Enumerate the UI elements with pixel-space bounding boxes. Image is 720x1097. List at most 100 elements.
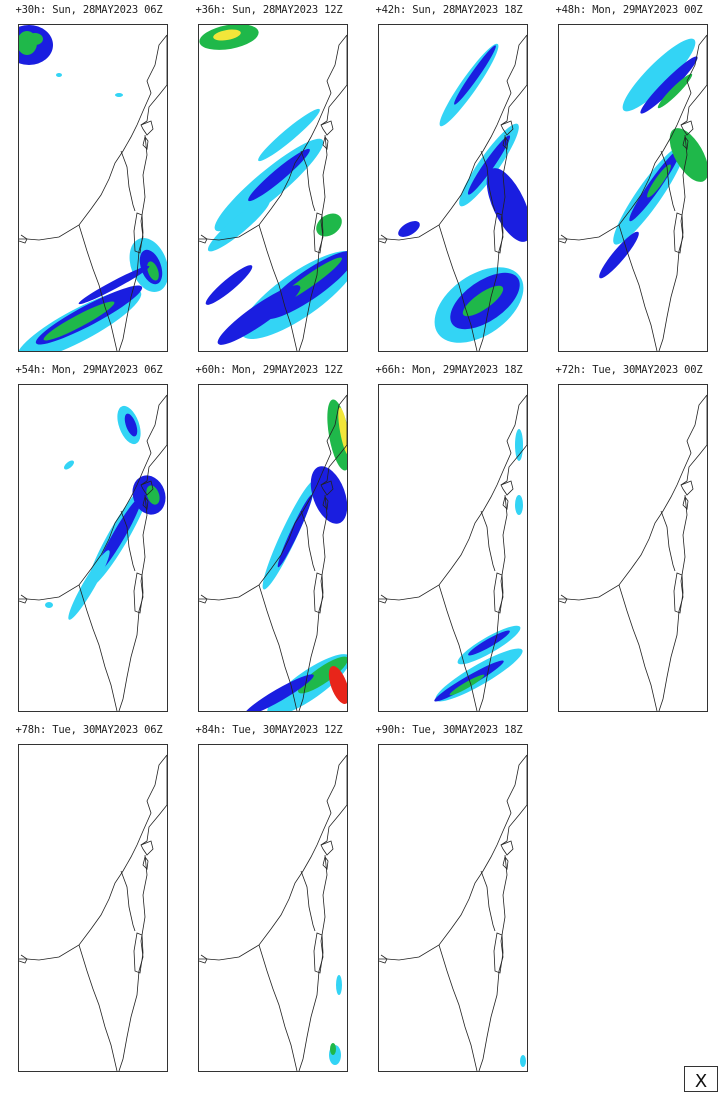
precip-area-moderate [244, 674, 314, 711]
precip-area-light [622, 38, 696, 112]
precip-area-moderate [124, 413, 138, 437]
coastline [19, 34, 167, 241]
border-north [140, 395, 167, 486]
forecast-panel: +66h: Mon, 29MAY2023 18Z [360, 360, 540, 718]
forecast-panel: +84h: Tue, 30MAY2023 12Z [180, 720, 360, 1078]
west-bank-border [300, 510, 316, 572]
gaza-outline [19, 954, 28, 964]
map-canvas [199, 25, 347, 351]
dead-sea [313, 212, 324, 254]
dead-sea [313, 572, 324, 614]
gaza-outline [19, 594, 28, 604]
border-north [140, 35, 167, 126]
dead-sea [133, 932, 144, 974]
precipitation-map [378, 384, 528, 712]
golan-outline [500, 480, 514, 496]
precip-area-heavy [462, 285, 504, 317]
sinai-border [618, 584, 658, 711]
sea-of-galilee [502, 496, 509, 510]
precip-area-moderate [248, 148, 310, 202]
sea-of-galilee [142, 136, 149, 150]
gaza-outline [379, 594, 388, 604]
west-bank-border [480, 150, 496, 212]
precip-area-moderate [599, 231, 639, 279]
precipitation-map [198, 384, 348, 712]
panel-caption: +60h: Mon, 29MAY2023 12Z [195, 364, 343, 376]
precip-area-moderate [217, 285, 301, 345]
sinai-border [258, 224, 298, 351]
map-canvas [379, 34, 527, 351]
panel-caption: +78h: Tue, 30MAY2023 06Z [15, 724, 163, 736]
close-button[interactable]: X [684, 1066, 718, 1092]
precip-area-moderate [468, 630, 510, 656]
forecast-panel: +78h: Tue, 30MAY2023 06Z [0, 720, 180, 1078]
precip-area-heavy [43, 301, 115, 341]
golan-outline [140, 480, 154, 496]
map-canvas [19, 394, 167, 711]
west-bank-border [120, 870, 136, 932]
forecast-panel: +72h: Tue, 30MAY2023 00Z [540, 360, 720, 718]
west-bank-border [480, 870, 496, 932]
jordan-river [658, 494, 688, 711]
precipitation-map [18, 24, 168, 352]
forecast-panel: +54h: Mon, 29MAY2023 06Z [0, 360, 180, 718]
dead-sea [133, 212, 144, 254]
precipitation-map [18, 744, 168, 1072]
map-canvas [379, 754, 527, 1071]
border-north [500, 755, 527, 846]
precip-area-moderate [486, 168, 527, 242]
sea-of-galilee [682, 136, 689, 150]
panel-caption: +66h: Mon, 29MAY2023 18Z [375, 364, 523, 376]
dead-sea [133, 572, 144, 614]
jordan-river [478, 854, 508, 1071]
golan-outline [500, 120, 514, 136]
precip-area-heavy [147, 261, 159, 281]
sinai-border [258, 944, 298, 1071]
sinai-border [78, 224, 118, 351]
forecast-panel: +90h: Tue, 30MAY2023 18Z [360, 720, 540, 1078]
dead-sea [673, 212, 684, 254]
map-canvas [199, 754, 347, 1071]
golan-outline [680, 120, 694, 136]
precip-area-intense [213, 29, 241, 41]
coastline [559, 394, 707, 601]
sinai-border [618, 224, 658, 351]
dead-sea [313, 932, 324, 974]
jordan-river [298, 854, 328, 1071]
sinai-border [78, 944, 118, 1071]
map-canvas [559, 394, 707, 711]
precip-area-moderate [78, 265, 150, 305]
coastline [19, 754, 167, 961]
precip-area-light [45, 602, 53, 608]
map-canvas [379, 394, 527, 711]
precip-area-moderate [310, 466, 347, 524]
gaza-outline [199, 234, 208, 244]
map-canvas [199, 394, 347, 711]
sea-of-galilee [322, 136, 329, 150]
precip-area-heavy [657, 73, 693, 109]
west-bank-border [660, 510, 676, 572]
border-north [320, 755, 347, 846]
jordan-river [118, 854, 148, 1071]
gaza-outline [19, 234, 28, 244]
golan-outline [140, 840, 154, 856]
sinai-border [258, 584, 298, 711]
precip-area-heavy [298, 656, 347, 694]
coastline [199, 34, 347, 241]
gaza-outline [559, 234, 568, 244]
sea-of-galilee [322, 496, 329, 510]
panel-caption: +54h: Mon, 29MAY2023 06Z [15, 364, 163, 376]
sinai-border [438, 944, 478, 1071]
west-bank-border [300, 870, 316, 932]
forecast-panel: +36h: Sun, 28MAY2023 12Z [180, 0, 360, 358]
coastline [199, 394, 347, 601]
precipitation-map [378, 744, 528, 1072]
border-north [320, 395, 347, 486]
precipitation-map [378, 24, 528, 352]
coastline [19, 394, 167, 601]
sinai-border [438, 584, 478, 711]
coastline [379, 754, 527, 961]
sinai-border [438, 224, 478, 351]
sea-of-galilee [142, 856, 149, 870]
border-north [680, 395, 707, 486]
